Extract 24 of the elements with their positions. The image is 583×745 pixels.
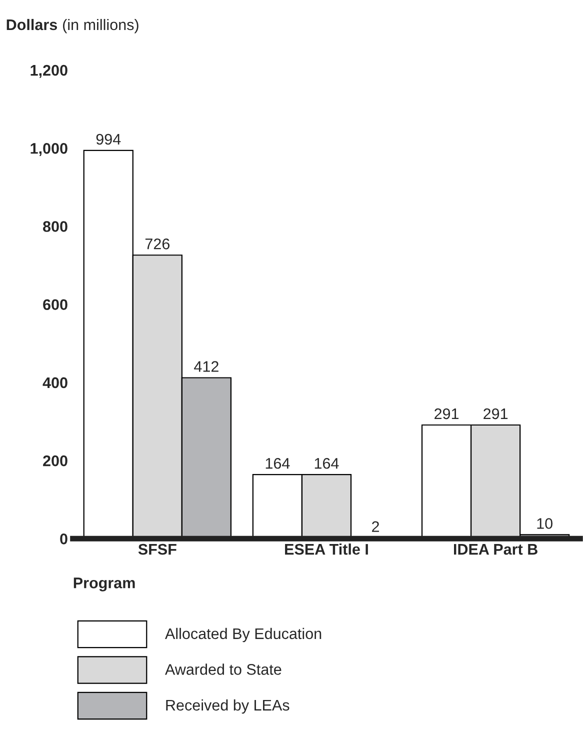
y-tick-label: 800 xyxy=(43,221,68,232)
x-axis-title: Program xyxy=(74,578,135,592)
x-tick-label: IDEA Part B xyxy=(454,544,538,555)
data-label: 164 xyxy=(266,458,290,469)
data-label: 2 xyxy=(372,521,379,532)
legend-label: Allocated By Education xyxy=(164,628,322,642)
x-tick-label: SFSF xyxy=(138,544,176,555)
y-tick-label: 1,200 xyxy=(30,64,68,78)
data-label: 291 xyxy=(484,408,508,420)
data-label: 994 xyxy=(96,134,121,145)
legend-label: Awarded to State xyxy=(164,664,282,675)
data-label: 726 xyxy=(145,238,170,250)
data-label: 10 xyxy=(537,518,552,529)
y-tick-label: 0 xyxy=(60,534,68,544)
data-label: 291 xyxy=(434,408,459,420)
y-tick-label: 1,000 xyxy=(30,143,68,156)
data-label: 164 xyxy=(314,458,339,469)
y-axis-title: Dollars (in millions) xyxy=(6,18,138,34)
data-label: 412 xyxy=(194,361,218,372)
legend-label: Received by LEAs xyxy=(166,699,290,714)
x-tick-label: ESEA Title I xyxy=(285,543,368,555)
y-tick-label: 600 xyxy=(43,299,68,310)
y-tick-label: 200 xyxy=(43,455,68,466)
y-tick-label: 400 xyxy=(42,377,68,388)
